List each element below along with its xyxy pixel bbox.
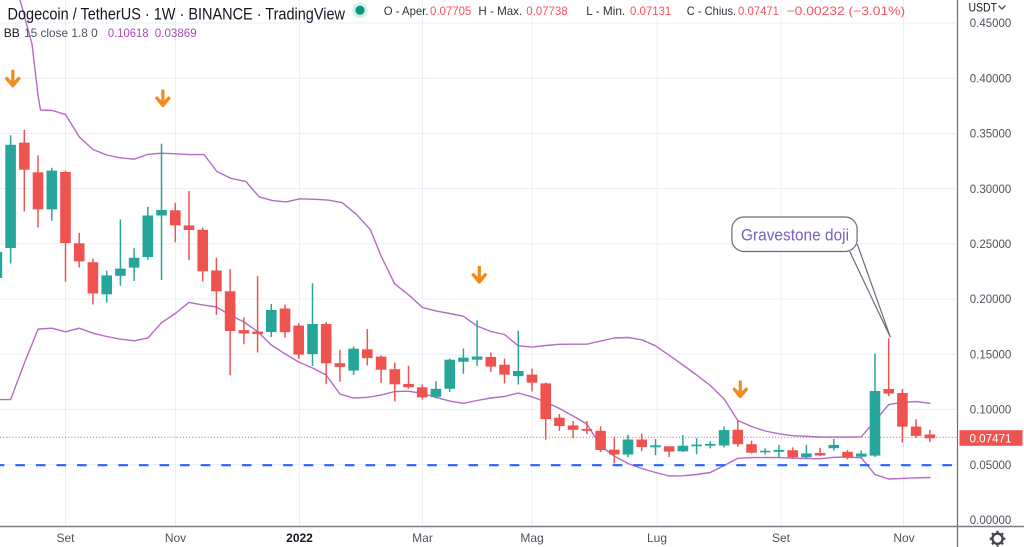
svg-text:0.07705: 0.07705 — [430, 4, 472, 18]
svg-text:BB: BB — [4, 26, 20, 40]
svg-text:C - Chius.: C - Chius. — [687, 4, 736, 18]
svg-text:0.07471: 0.07471 — [738, 4, 779, 18]
svg-text:Gravestone doji: Gravestone doji — [741, 226, 849, 245]
svg-text:Lug: Lug — [647, 531, 667, 545]
svg-text:15 close 1.8 0: 15 close 1.8 0 — [24, 26, 98, 40]
svg-text:Mag: Mag — [520, 531, 543, 545]
svg-text:0.07131: 0.07131 — [630, 4, 672, 18]
svg-text:0.35000: 0.35000 — [970, 127, 1012, 141]
svg-text:0.10000: 0.10000 — [970, 403, 1012, 417]
svg-text:O - Aper.: O - Aper. — [384, 4, 429, 18]
svg-text:0.15000: 0.15000 — [970, 347, 1012, 361]
svg-text:−0.00232 (−3.01%): −0.00232 (−3.01%) — [787, 4, 906, 18]
svg-text:0.40000: 0.40000 — [970, 71, 1012, 85]
svg-text:0.05000: 0.05000 — [970, 458, 1012, 472]
svg-text:USDT: USDT — [969, 1, 998, 15]
svg-text:Mar: Mar — [412, 531, 433, 545]
svg-text:L - Min.: L - Min. — [586, 4, 625, 18]
svg-text:Set: Set — [772, 531, 791, 545]
svg-text:0.07471: 0.07471 — [970, 431, 1012, 445]
svg-text:2022: 2022 — [286, 531, 313, 545]
svg-text:0.10618: 0.10618 — [108, 26, 149, 40]
svg-text:0.25000: 0.25000 — [970, 237, 1012, 251]
svg-text:Nov: Nov — [893, 531, 914, 545]
svg-text:Dogecoin / TetherUS · 1W · BIN: Dogecoin / TetherUS · 1W · BINANCE · Tra… — [8, 4, 346, 23]
svg-text:0.45000: 0.45000 — [970, 16, 1012, 30]
svg-text:0.07738: 0.07738 — [526, 4, 568, 18]
svg-text:0.00000: 0.00000 — [970, 513, 1012, 527]
svg-text:0.03869: 0.03869 — [155, 26, 197, 40]
svg-text:Set: Set — [56, 531, 75, 545]
svg-text:0.20000: 0.20000 — [970, 292, 1012, 306]
svg-text:Nov: Nov — [165, 531, 186, 545]
svg-text:0.30000: 0.30000 — [970, 182, 1012, 196]
svg-text:H - Max.: H - Max. — [478, 4, 522, 18]
